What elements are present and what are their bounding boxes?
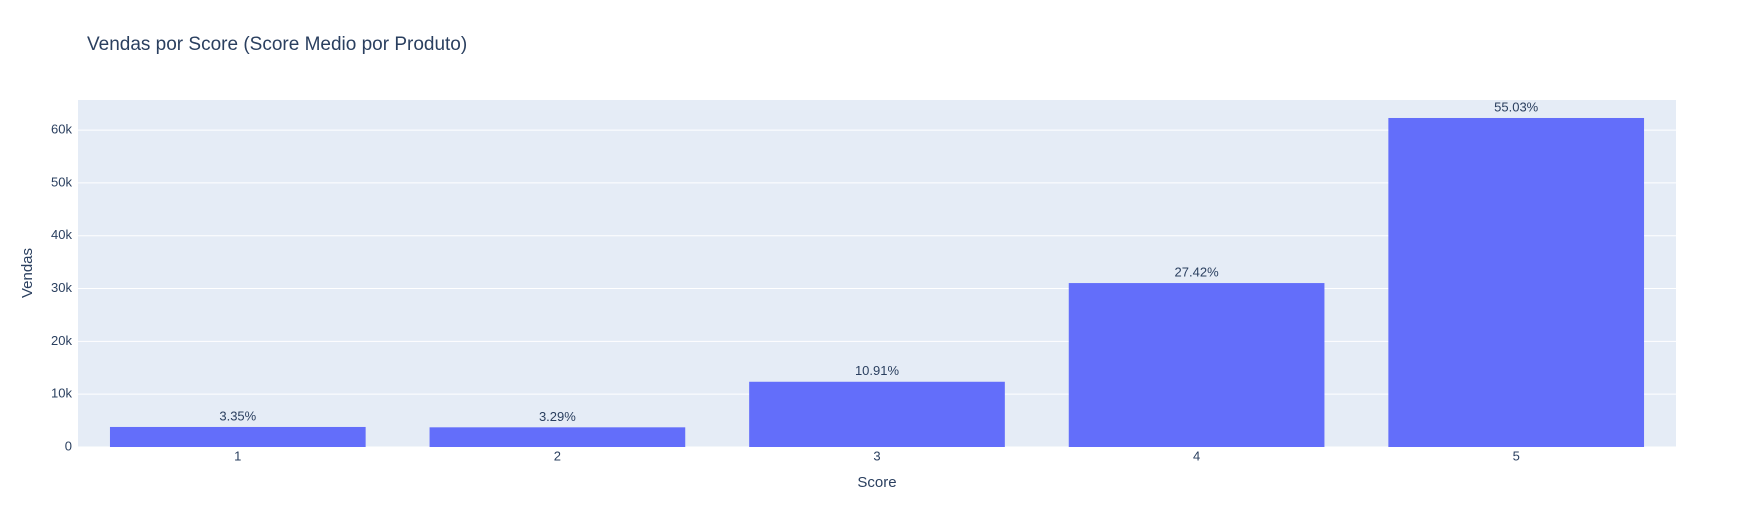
x-tick-label: 1 xyxy=(234,448,241,463)
y-tick-label: 60k xyxy=(51,122,72,137)
bar xyxy=(109,426,366,447)
y-tick-label: 50k xyxy=(51,174,72,189)
y-tick-label: 20k xyxy=(51,333,72,348)
y-axis-title: Vendas xyxy=(19,248,36,298)
bar-label: 55.03% xyxy=(1494,99,1539,114)
chart-title: Vendas por Score (Score Medio por Produt… xyxy=(87,34,467,55)
y-tick-label: 30k xyxy=(51,280,72,295)
bar-label: 3.29% xyxy=(539,409,576,424)
y-tick-label: 40k xyxy=(51,227,72,242)
y-tick-label: 0 xyxy=(65,438,72,453)
bar-label: 3.35% xyxy=(219,408,256,423)
bar-label: 27.42% xyxy=(1175,264,1220,279)
bar xyxy=(429,427,686,447)
bar xyxy=(749,381,1005,447)
y-tick-label: 10k xyxy=(51,386,72,401)
bar xyxy=(1068,283,1325,447)
x-axis-title: Score xyxy=(857,474,896,491)
x-tick-label: 2 xyxy=(554,448,561,463)
bar xyxy=(1388,117,1645,447)
x-tick-label: 4 xyxy=(1193,448,1200,463)
bar-label: 10.91% xyxy=(855,363,900,378)
x-tick-label: 5 xyxy=(1513,448,1520,463)
x-tick-label: 3 xyxy=(873,448,880,463)
